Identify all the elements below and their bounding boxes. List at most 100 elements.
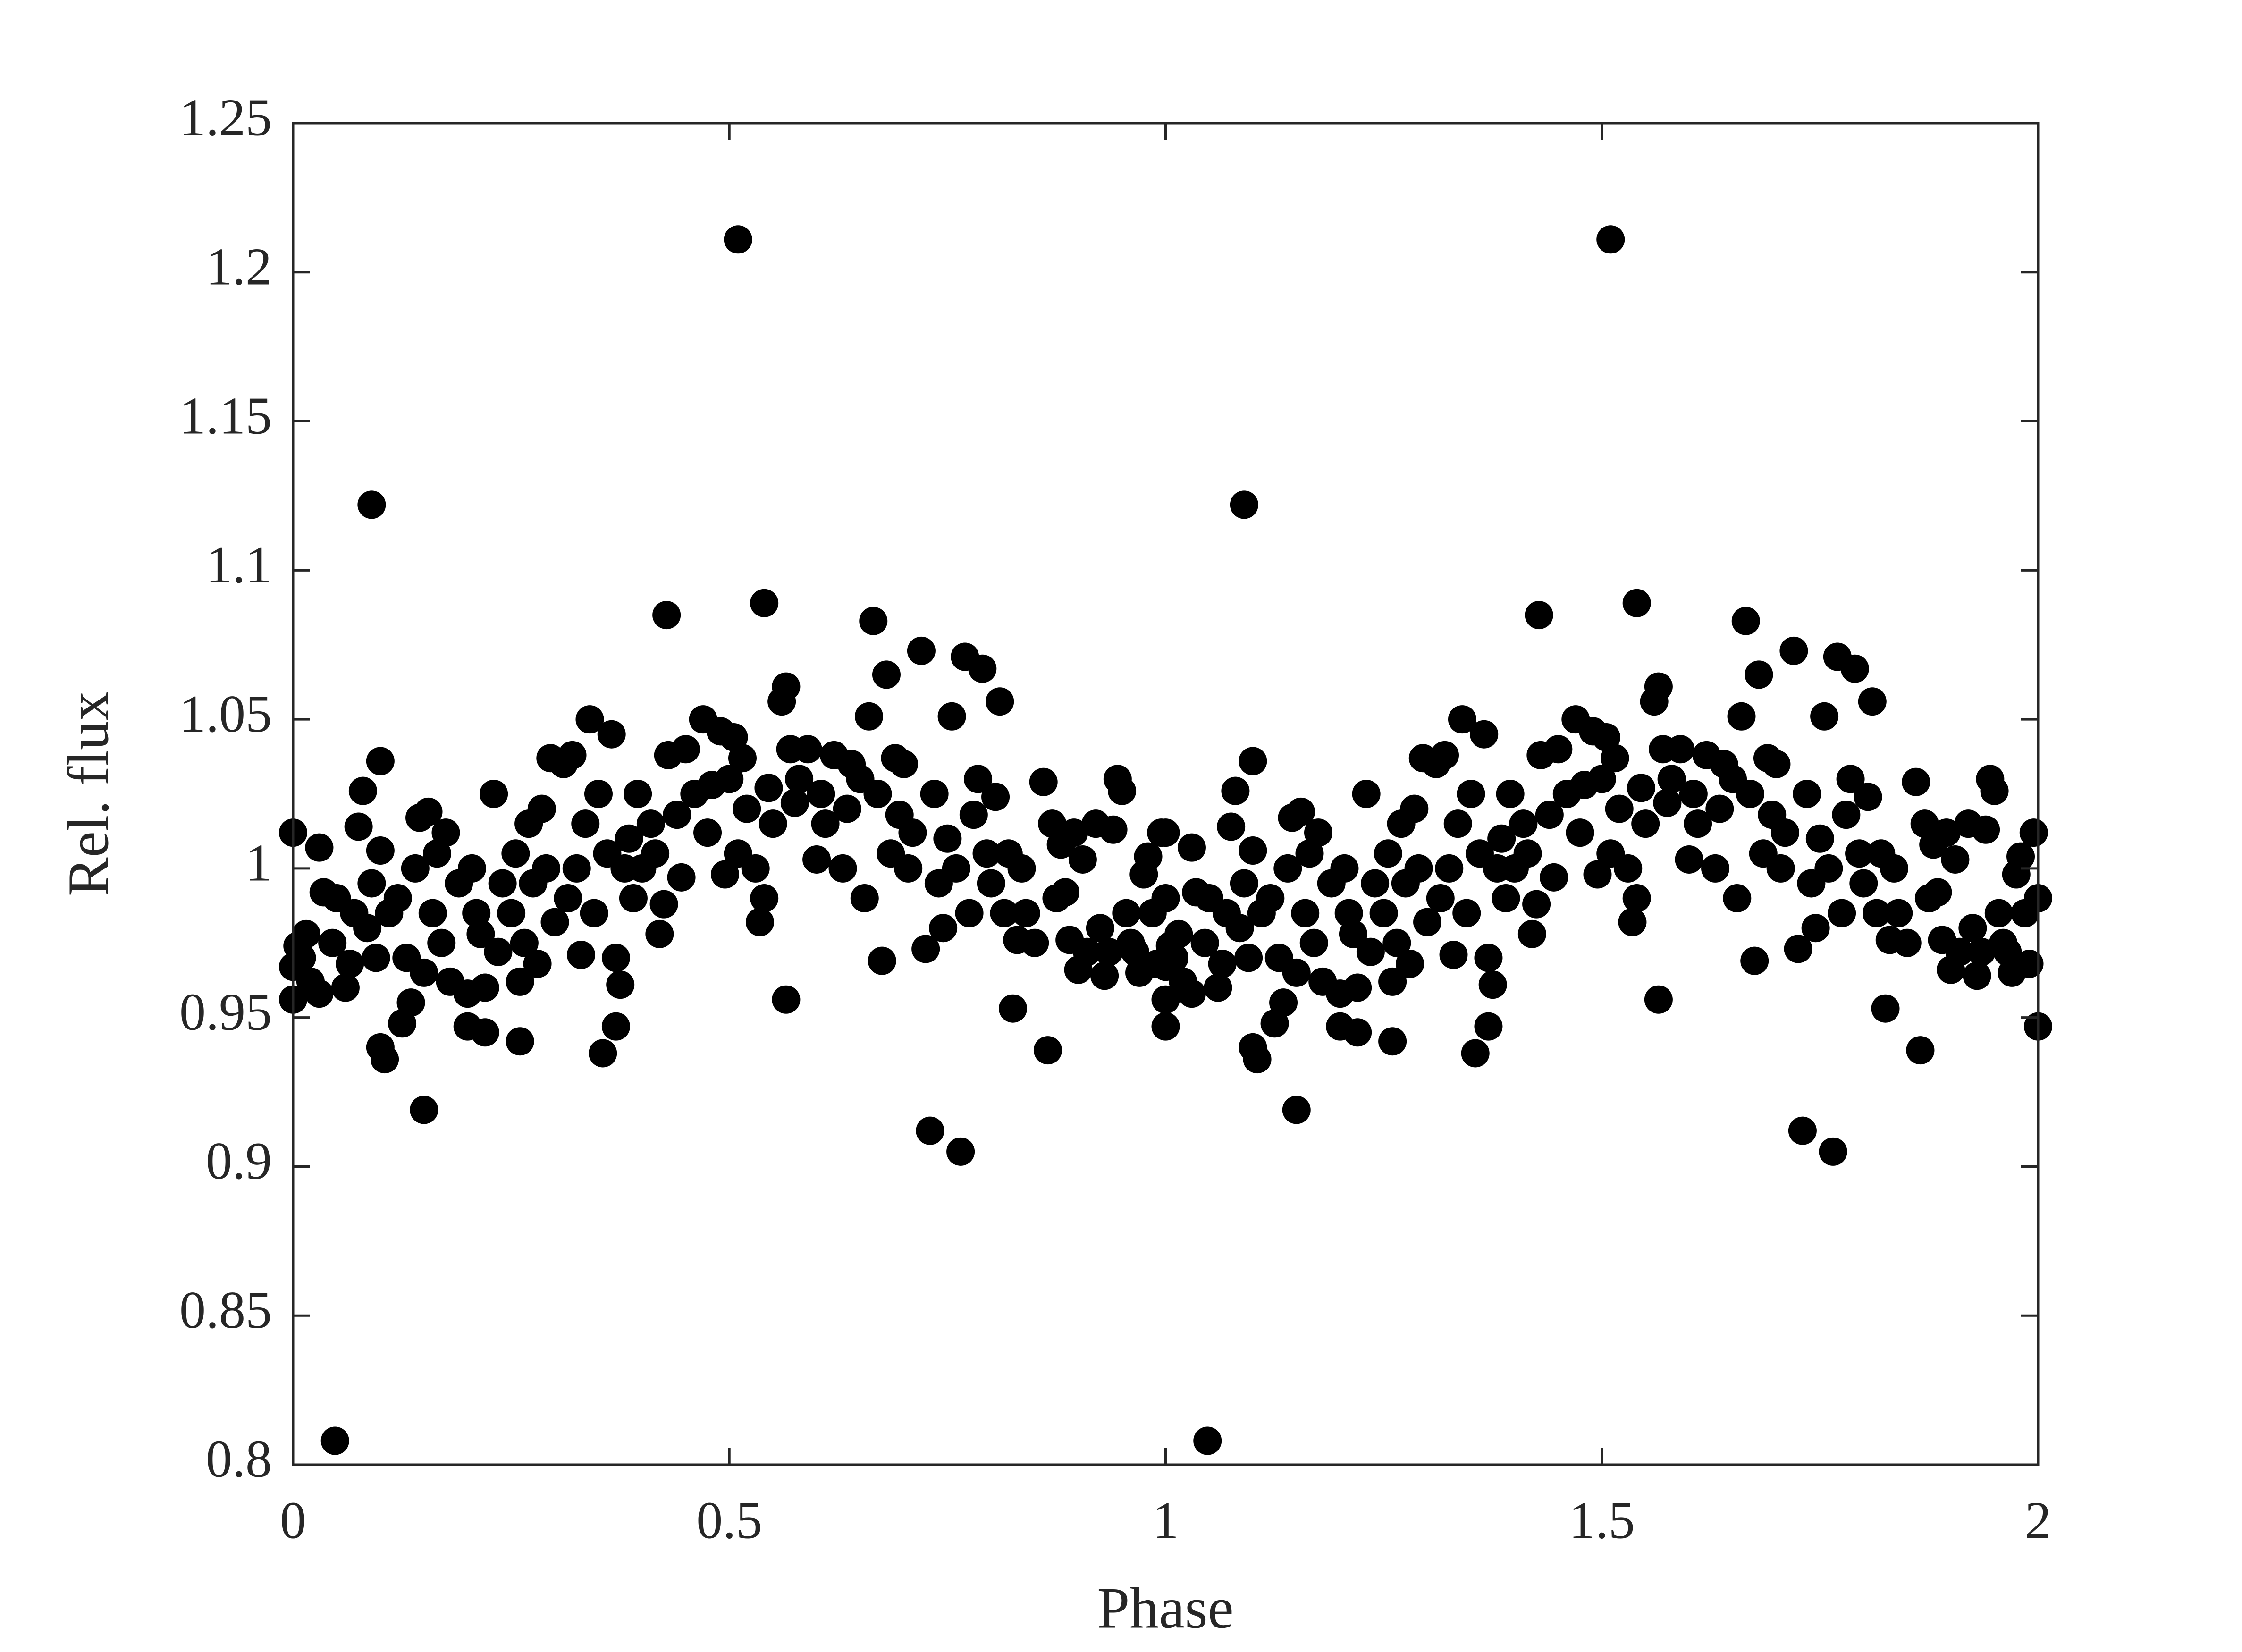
point bbox=[793, 735, 822, 764]
x-tick-label: 0 bbox=[280, 1492, 306, 1550]
point bbox=[1627, 774, 1655, 802]
point bbox=[562, 854, 591, 883]
point bbox=[1736, 780, 1764, 808]
y-tick-label: 1.15 bbox=[179, 387, 272, 445]
point bbox=[1967, 937, 1996, 966]
point bbox=[567, 941, 596, 969]
point bbox=[872, 660, 901, 689]
point bbox=[745, 908, 774, 936]
point bbox=[715, 765, 744, 793]
point bbox=[754, 774, 783, 802]
point bbox=[1644, 985, 1673, 1014]
point bbox=[1413, 908, 1442, 936]
point bbox=[1151, 1012, 1180, 1041]
point bbox=[999, 994, 1028, 1023]
point bbox=[501, 839, 530, 868]
point bbox=[1583, 860, 1612, 889]
point bbox=[1243, 1045, 1272, 1074]
point bbox=[802, 845, 831, 874]
point bbox=[1701, 854, 1730, 883]
point bbox=[554, 884, 582, 913]
point bbox=[972, 839, 1001, 868]
point bbox=[750, 589, 779, 617]
point bbox=[1902, 767, 1930, 796]
y-tick-label: 1.05 bbox=[179, 685, 272, 743]
point bbox=[1443, 809, 1472, 838]
point bbox=[597, 720, 626, 749]
point bbox=[1060, 818, 1088, 847]
point bbox=[457, 854, 486, 883]
point bbox=[414, 797, 443, 826]
point bbox=[1435, 854, 1464, 883]
point bbox=[1396, 949, 1424, 978]
point bbox=[1819, 1137, 1847, 1166]
point bbox=[1684, 809, 1712, 838]
y-tick-label: 1.1 bbox=[206, 536, 272, 594]
point bbox=[344, 812, 373, 841]
point bbox=[1784, 935, 1812, 963]
point bbox=[1160, 944, 1188, 972]
point bbox=[1618, 908, 1647, 936]
point bbox=[601, 1012, 630, 1041]
x-axis-label: Phase bbox=[1097, 1576, 1233, 1640]
point bbox=[1884, 899, 1913, 927]
point bbox=[759, 809, 787, 838]
point bbox=[1269, 988, 1298, 1017]
point bbox=[1622, 884, 1651, 913]
point bbox=[1871, 994, 1900, 1023]
point bbox=[371, 1045, 399, 1074]
point bbox=[1474, 1012, 1503, 1041]
point bbox=[916, 1116, 944, 1145]
point bbox=[1299, 928, 1328, 957]
point bbox=[1020, 928, 1049, 957]
point bbox=[1605, 794, 1634, 823]
point bbox=[1980, 776, 2009, 805]
point bbox=[1086, 914, 1114, 943]
point bbox=[1596, 225, 1625, 254]
point bbox=[1923, 878, 1952, 907]
point bbox=[868, 946, 896, 975]
point bbox=[410, 958, 438, 987]
point bbox=[645, 919, 674, 948]
point bbox=[1090, 961, 1119, 990]
point bbox=[1828, 899, 1856, 927]
point bbox=[859, 607, 888, 635]
point bbox=[693, 818, 722, 847]
point bbox=[1193, 1426, 1222, 1455]
point bbox=[1840, 654, 1869, 683]
point bbox=[920, 780, 949, 808]
point bbox=[1033, 1036, 1062, 1065]
point bbox=[1151, 818, 1180, 847]
point bbox=[807, 780, 835, 808]
point bbox=[480, 780, 508, 808]
point bbox=[1474, 944, 1503, 972]
point bbox=[1382, 928, 1411, 957]
y-tick-label: 0.85 bbox=[179, 1281, 272, 1340]
point bbox=[1151, 985, 1180, 1014]
point bbox=[1330, 854, 1359, 883]
point bbox=[1705, 794, 1734, 823]
point bbox=[1073, 937, 1102, 966]
point bbox=[1858, 687, 1887, 716]
point bbox=[357, 869, 386, 898]
point bbox=[1343, 973, 1372, 1002]
point bbox=[649, 890, 678, 919]
point bbox=[728, 744, 757, 773]
point bbox=[1007, 854, 1036, 883]
point bbox=[933, 824, 962, 853]
point bbox=[1941, 845, 1970, 874]
point bbox=[1029, 767, 1058, 796]
point bbox=[1788, 1116, 1817, 1145]
point bbox=[601, 944, 630, 972]
point bbox=[1400, 794, 1429, 823]
point bbox=[1134, 842, 1163, 871]
point bbox=[850, 884, 879, 913]
point bbox=[1675, 845, 1703, 874]
point bbox=[741, 854, 770, 883]
point bbox=[1164, 919, 1193, 948]
point bbox=[1095, 937, 1123, 966]
point bbox=[357, 490, 386, 519]
point bbox=[615, 824, 643, 853]
point bbox=[1011, 899, 1040, 927]
point bbox=[1151, 884, 1180, 913]
